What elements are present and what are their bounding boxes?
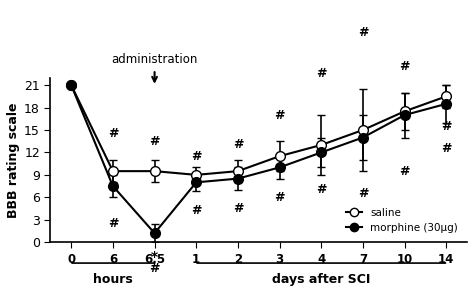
Text: #: #: [274, 191, 285, 204]
Text: hours: hours: [93, 273, 133, 286]
Text: #: #: [441, 142, 451, 155]
Text: #: #: [149, 135, 160, 148]
Text: #: #: [233, 202, 243, 215]
Text: #: #: [441, 120, 451, 133]
Text: *: *: [151, 250, 158, 264]
Text: #: #: [108, 127, 118, 140]
Text: #: #: [399, 165, 410, 178]
Text: #: #: [191, 203, 201, 217]
Text: #: #: [149, 262, 160, 275]
Text: #: #: [316, 67, 327, 80]
Text: #: #: [316, 183, 327, 196]
Text: #: #: [358, 187, 368, 200]
Y-axis label: BBB rating scale: BBB rating scale: [7, 102, 20, 218]
Text: #: #: [274, 109, 285, 121]
Legend: saline, morphine (30μg): saline, morphine (30μg): [342, 204, 462, 237]
Text: days after SCI: days after SCI: [272, 273, 370, 286]
Text: #: #: [358, 26, 368, 39]
Text: #: #: [191, 150, 201, 163]
Text: #: #: [399, 60, 410, 73]
Text: #: #: [233, 139, 243, 151]
Text: #: #: [108, 217, 118, 230]
Text: administration: administration: [111, 54, 198, 82]
